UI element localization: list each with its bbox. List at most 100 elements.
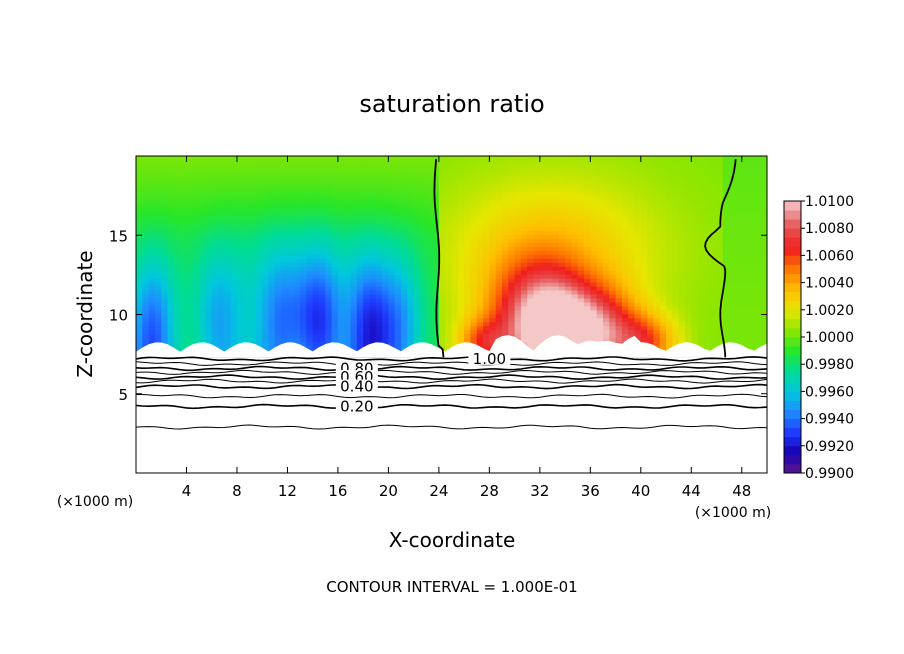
heatmap-cell <box>211 333 219 339</box>
heatmap-cell <box>331 234 339 240</box>
heatmap-cell <box>192 289 200 295</box>
heatmap-cell <box>388 222 396 228</box>
heatmap-cell <box>558 178 566 184</box>
heatmap-cell <box>344 163 352 168</box>
heatmap-cell <box>514 178 522 184</box>
heatmap-cell <box>703 297 711 303</box>
heatmap-cell <box>154 317 162 323</box>
heatmap-cell <box>735 178 743 184</box>
heatmap-cell <box>748 254 755 259</box>
heatmap-cell <box>748 186 755 192</box>
heatmap-cell <box>375 250 383 255</box>
heatmap-cell <box>445 194 453 200</box>
heatmap-cell <box>148 230 156 236</box>
heatmap-cell <box>224 190 232 196</box>
heatmap-cell <box>501 206 509 212</box>
heatmap-cell <box>684 278 692 283</box>
heatmap-cell <box>382 171 389 176</box>
heatmap-cell <box>558 186 566 192</box>
heatmap-cell <box>218 341 225 346</box>
heatmap-cell <box>748 270 755 275</box>
heatmap-cell <box>262 309 270 315</box>
heatmap-cell <box>539 182 547 188</box>
heatmap-cell <box>457 226 465 232</box>
heatmap-cell <box>419 278 427 283</box>
heatmap-cell <box>230 282 238 287</box>
heatmap-cell <box>590 163 598 168</box>
heatmap-cell <box>577 301 585 307</box>
heatmap-cell <box>716 258 724 263</box>
heatmap-cell <box>401 163 408 168</box>
heatmap-cell <box>590 230 598 236</box>
heatmap-cell <box>211 198 219 204</box>
heatmap-cell <box>546 289 554 295</box>
heatmap-cell <box>205 182 213 188</box>
heatmap-cell <box>634 186 642 192</box>
heatmap-cell <box>394 325 402 331</box>
heatmap-cell <box>634 293 642 299</box>
heatmap-cell <box>640 285 648 291</box>
heatmap-cell <box>407 198 415 204</box>
heatmap-cell <box>413 254 421 259</box>
heatmap-cell <box>571 285 579 291</box>
heatmap-cell <box>602 262 610 267</box>
heatmap-cell <box>464 202 472 208</box>
heatmap-cell <box>546 171 554 176</box>
heatmap-cell <box>697 274 705 279</box>
heatmap-cell <box>565 178 572 184</box>
heatmap-cell <box>375 214 383 220</box>
heatmap-cell <box>173 333 181 339</box>
heatmap-cell <box>741 321 749 327</box>
heatmap-cell <box>634 266 642 271</box>
heatmap-cell <box>445 234 453 240</box>
heatmap-cell <box>325 329 333 335</box>
heatmap-cell <box>691 198 699 204</box>
heatmap-cell <box>230 301 238 307</box>
heatmap-cell <box>318 242 326 247</box>
heatmap-cell <box>369 230 377 236</box>
heatmap-cell <box>287 214 295 220</box>
heatmap-cell <box>331 186 339 192</box>
heatmap-cell <box>205 282 213 287</box>
heatmap-cell <box>546 293 554 299</box>
heatmap-cell <box>255 270 263 275</box>
heatmap-cell <box>640 222 648 228</box>
heatmap-cell <box>180 218 188 224</box>
heatmap-cell <box>300 218 307 224</box>
heatmap-cell <box>331 167 339 172</box>
heatmap-cell <box>640 278 648 283</box>
heatmap-cell <box>211 178 219 184</box>
heatmap-cell <box>501 297 509 303</box>
heatmap-cell <box>243 230 251 236</box>
heatmap-cell <box>218 171 225 176</box>
heatmap-cell <box>716 254 724 259</box>
heatmap-cell <box>148 206 156 212</box>
heatmap-cell <box>199 198 207 204</box>
heatmap-cell <box>729 222 737 228</box>
heatmap-cell <box>546 202 554 208</box>
heatmap-cell <box>426 167 434 172</box>
heatmap-cell <box>659 171 667 176</box>
heatmap-cell <box>136 167 143 172</box>
heatmap-cell <box>148 210 156 216</box>
heatmap-cell <box>539 333 547 339</box>
heatmap-cell <box>426 222 434 228</box>
heatmap-cell <box>552 301 560 307</box>
heatmap-cell <box>584 222 591 228</box>
heatmap-cell <box>287 333 295 339</box>
heatmap-cell <box>508 270 516 275</box>
heatmap-cell <box>602 202 610 208</box>
heatmap-cell <box>281 309 289 315</box>
heatmap-cell <box>192 198 200 204</box>
heatmap-cell <box>255 341 263 346</box>
heatmap-cell <box>710 329 718 335</box>
heatmap-cell <box>419 234 427 240</box>
heatmap-cell <box>565 309 572 315</box>
heatmap-cell <box>230 289 238 295</box>
heatmap-cell <box>678 210 686 216</box>
heatmap-cell <box>628 178 636 184</box>
heatmap-cell <box>527 289 535 295</box>
heatmap-cell <box>565 293 572 299</box>
heatmap-cell <box>249 218 257 224</box>
heatmap-cell <box>533 250 541 255</box>
